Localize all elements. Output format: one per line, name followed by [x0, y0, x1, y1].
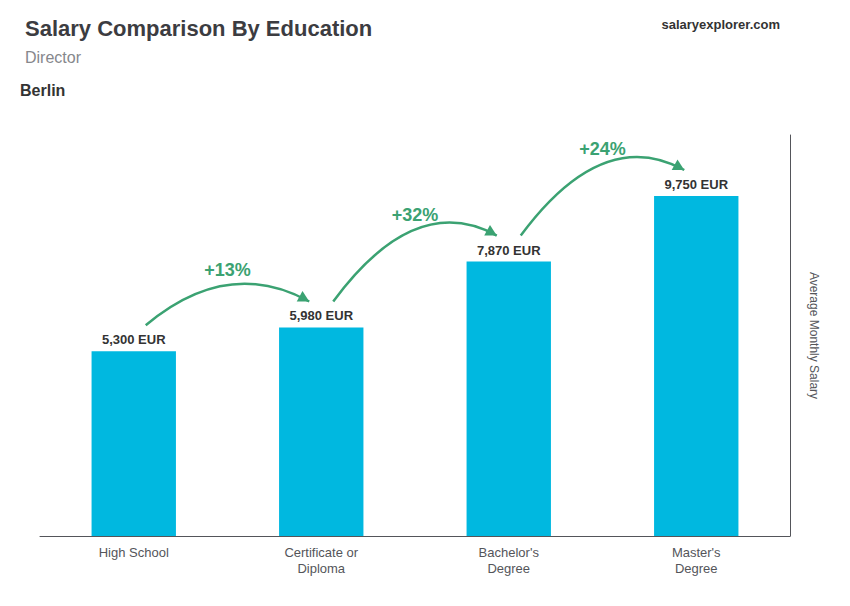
svg-text:+32%: +32%	[392, 205, 439, 225]
svg-text:Diploma: Diploma	[297, 561, 345, 576]
svg-text:Average Monthly Salary: Average Monthly Salary	[807, 272, 821, 399]
svg-text:Degree: Degree	[675, 561, 718, 576]
svg-text:Bachelor's: Bachelor's	[479, 545, 540, 560]
svg-text:Director: Director	[25, 49, 82, 66]
svg-text:Salary Comparison By Education: Salary Comparison By Education	[25, 16, 372, 41]
svg-text:High School: High School	[99, 545, 169, 560]
svg-text:Degree: Degree	[487, 561, 530, 576]
svg-text:Berlin: Berlin	[20, 82, 65, 99]
svg-text:5,980 EUR: 5,980 EUR	[289, 308, 353, 323]
svg-text:+13%: +13%	[204, 260, 251, 280]
svg-text:Master's: Master's	[672, 545, 721, 560]
svg-text:9,750 EUR: 9,750 EUR	[664, 177, 728, 192]
svg-text:salaryexplorer.com: salaryexplorer.com	[661, 17, 780, 32]
svg-text:Certificate or: Certificate or	[284, 545, 358, 560]
svg-text:5,300 EUR: 5,300 EUR	[102, 332, 166, 347]
svg-text:7,870 EUR: 7,870 EUR	[477, 243, 541, 258]
svg-text:+24%: +24%	[579, 139, 626, 159]
